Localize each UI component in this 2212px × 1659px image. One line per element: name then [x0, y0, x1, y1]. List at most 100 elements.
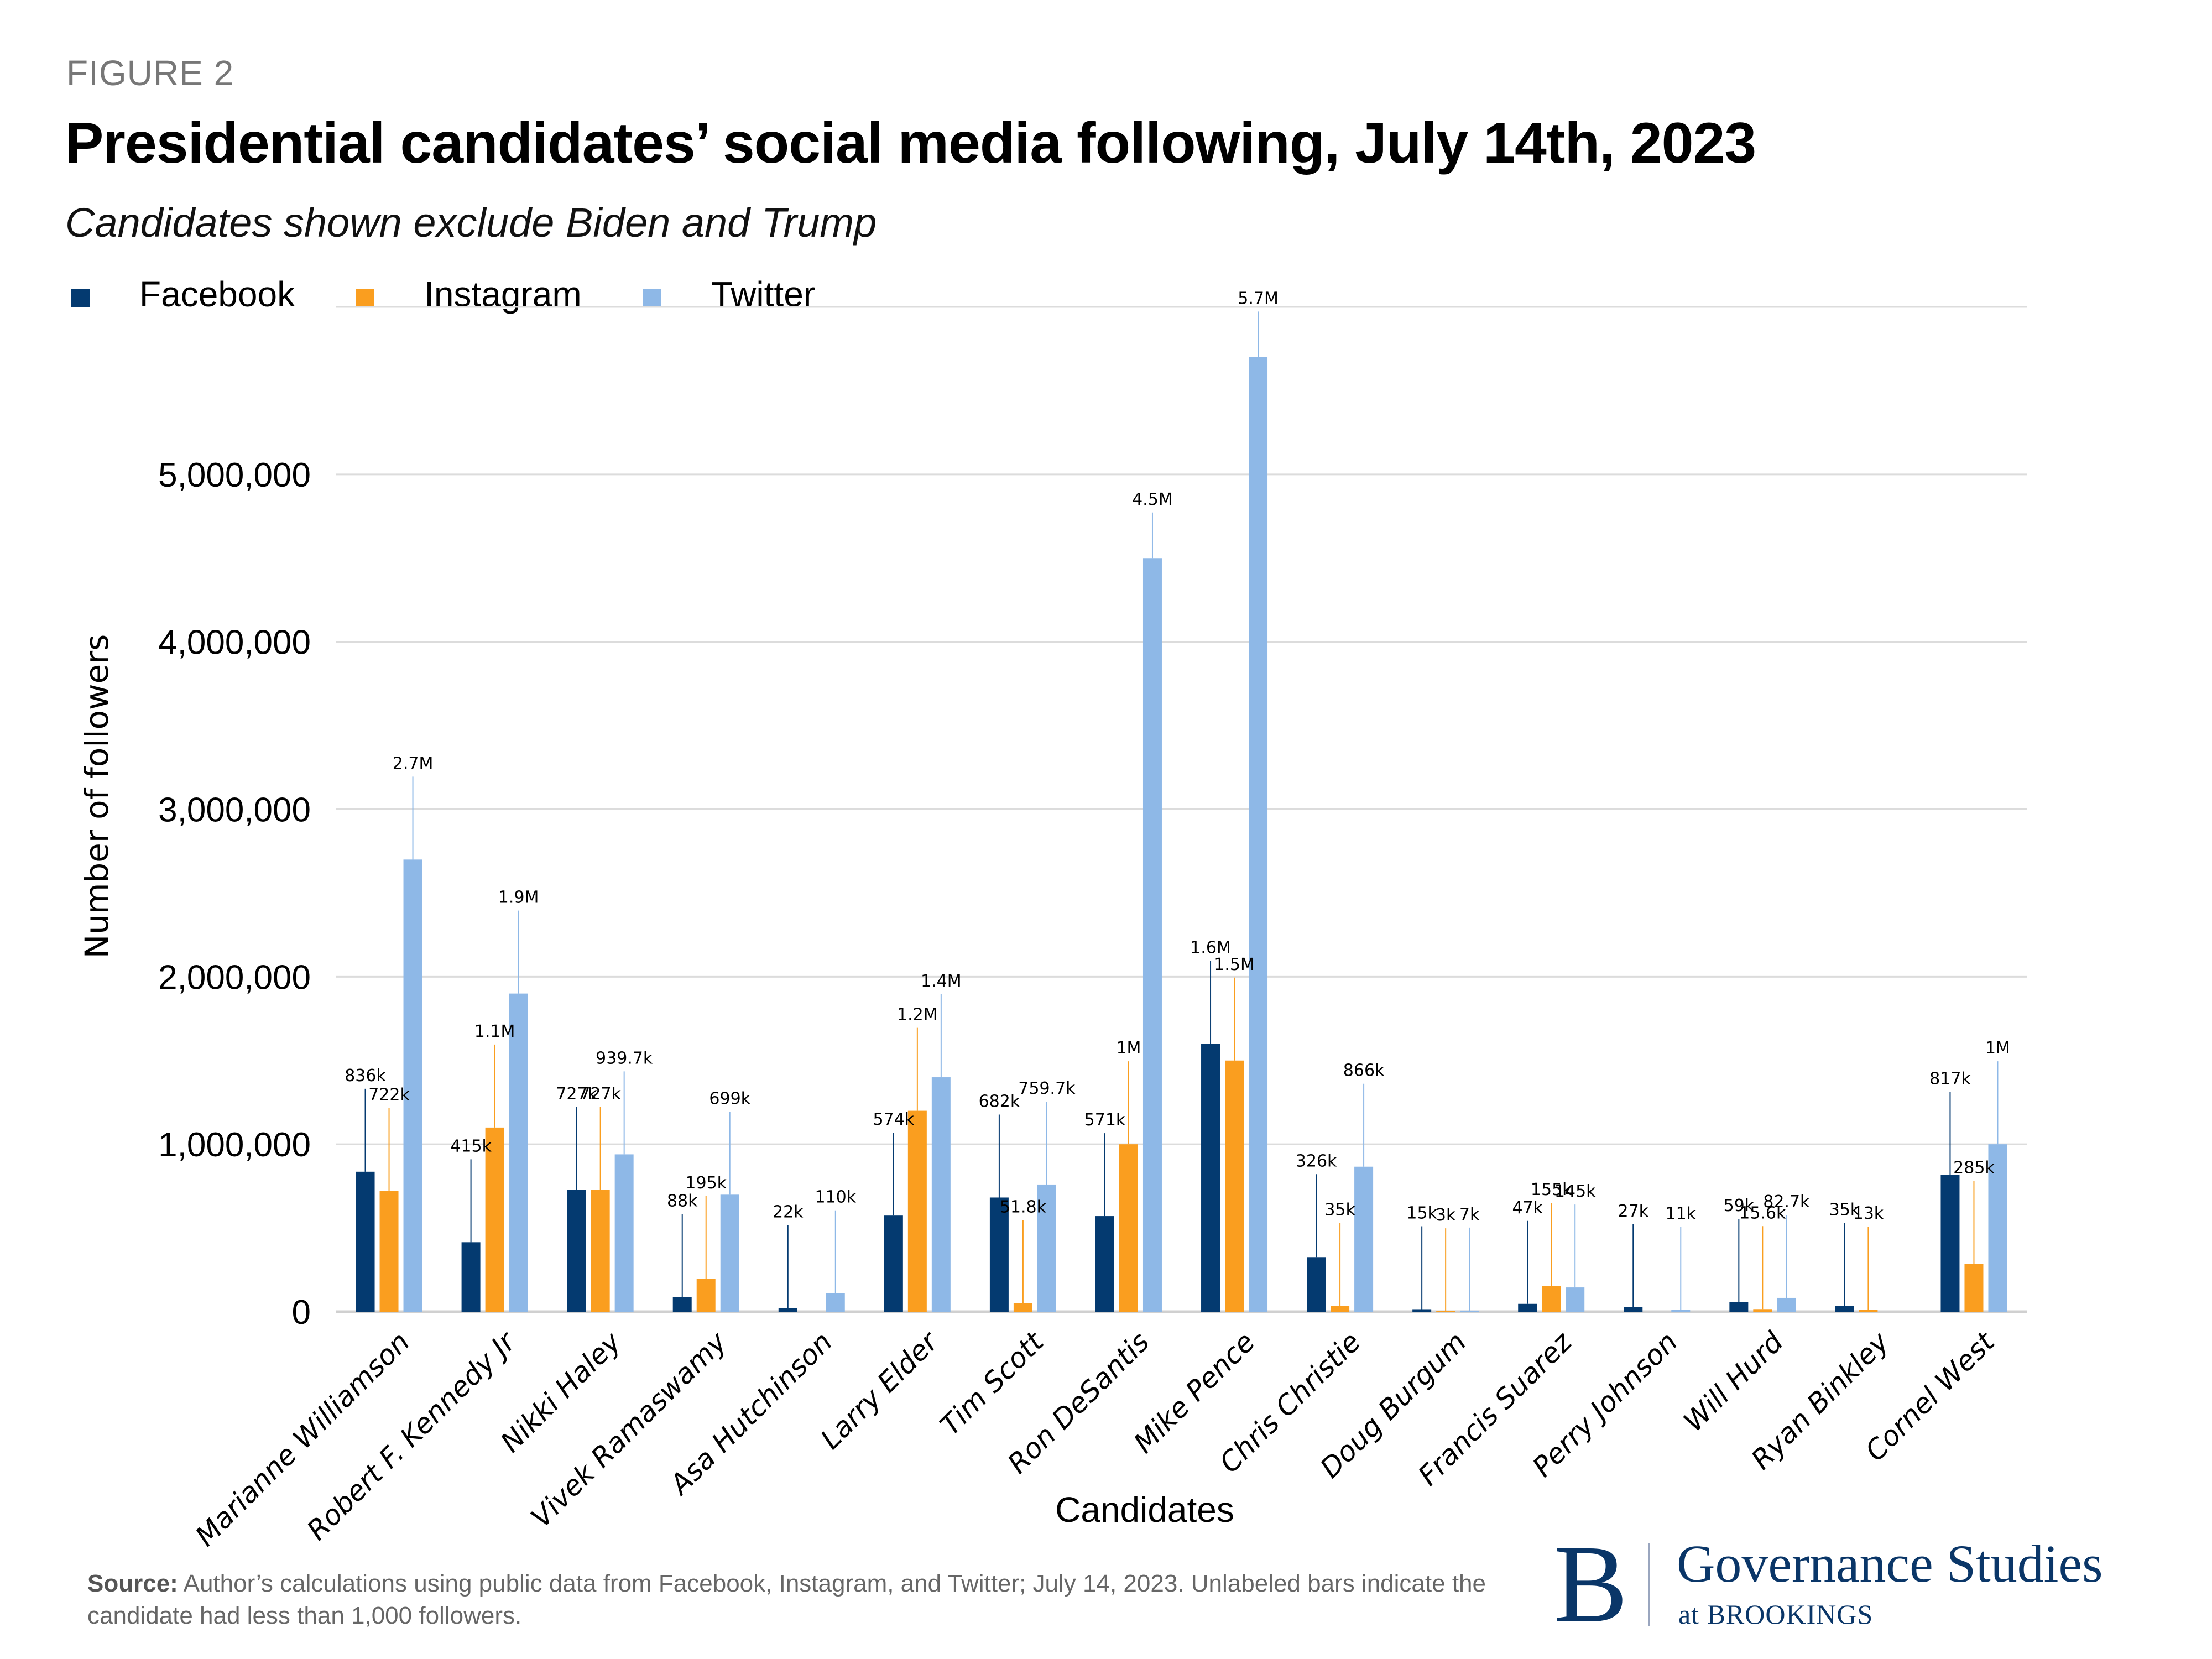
bar-instagram: [1013, 1303, 1032, 1312]
data-label: 2.7M: [393, 754, 434, 773]
y-tick-label: 5,000,000: [158, 456, 311, 494]
data-label: 759.7k: [1018, 1079, 1076, 1098]
y-axis-title: Number of followers: [78, 634, 116, 959]
legend: Facebook Instagram Twitter: [71, 274, 876, 315]
data-label: 571k: [1084, 1110, 1126, 1130]
data-label: 11k: [1666, 1204, 1697, 1224]
x-tick-label: Vivek Ramaswamy: [525, 1325, 733, 1533]
bar-instagram: [907, 1110, 927, 1312]
bar-instagram: [1225, 1060, 1244, 1312]
bar-twitter: [1777, 1297, 1796, 1312]
data-label: 47k: [1512, 1198, 1543, 1218]
data-label: 415k: [450, 1136, 492, 1156]
bar-facebook: [778, 1308, 797, 1312]
bars: [356, 357, 2007, 1312]
x-tick-label: Tim Scott: [934, 1325, 1051, 1442]
logo-divider: [1648, 1543, 1650, 1626]
brookings-logo: B Governance Studies at BROOKINGS: [1554, 1529, 2162, 1642]
data-label: 1.5M: [1214, 955, 1255, 974]
bar-facebook: [1940, 1175, 1960, 1312]
bar-twitter: [826, 1293, 845, 1312]
figure-label: FIGURE 2: [66, 53, 234, 93]
data-label: 1M: [1116, 1039, 1141, 1058]
bar-facebook: [884, 1215, 903, 1312]
data-label: 682k: [979, 1092, 1020, 1111]
source-label: Source:: [87, 1570, 178, 1597]
bar-instagram: [696, 1279, 716, 1312]
bar-twitter: [1037, 1184, 1056, 1312]
bar-twitter: [614, 1154, 634, 1312]
data-label: 939.7k: [596, 1048, 653, 1068]
data-label: 15k: [1406, 1203, 1437, 1223]
x-tick-label: Robert F. Kennedy Jr: [301, 1324, 523, 1547]
x-tick-label: Will Hurd: [1677, 1326, 1790, 1438]
bar-instagram: [1753, 1309, 1772, 1312]
bar-twitter: [1988, 1144, 2007, 1312]
data-label: 1.4M: [921, 972, 962, 991]
data-label: 836k: [345, 1066, 386, 1086]
bar-facebook: [461, 1242, 481, 1312]
chart-title: Presidential candidates’ social media fo…: [65, 111, 1756, 175]
bar-instagram: [1859, 1310, 1878, 1312]
y-tick-label: 4,000,000: [158, 624, 311, 662]
bar-twitter: [1354, 1166, 1374, 1312]
data-label: 727k: [556, 1084, 597, 1104]
data-label: 326k: [1296, 1151, 1337, 1171]
bar-facebook: [567, 1190, 586, 1312]
data-label: 574k: [873, 1110, 915, 1129]
data-label: 27k: [1618, 1202, 1649, 1221]
x-tick-label: Marianne Williamson: [189, 1326, 416, 1552]
legend-item-facebook: Facebook: [71, 274, 295, 315]
bar-twitter: [720, 1194, 739, 1312]
y-tick-label: 2,000,000: [158, 958, 311, 997]
bar-facebook: [1624, 1307, 1643, 1312]
bar-facebook: [1518, 1303, 1537, 1312]
data-label: 22k: [773, 1202, 804, 1222]
bar-instagram: [379, 1191, 399, 1312]
data-label: 285k: [1953, 1159, 1995, 1178]
legend-swatch-instagram: [356, 289, 375, 307]
data-label: 5.7M: [1238, 289, 1279, 308]
bar-instagram: [591, 1190, 610, 1312]
logo-sub-text: at BROOKINGS: [1678, 1599, 1874, 1630]
bar-twitter: [1142, 558, 1162, 1312]
bar-facebook: [1835, 1306, 1854, 1312]
bar-twitter: [403, 859, 422, 1312]
y-tick-label: 3,000,000: [158, 791, 311, 830]
bar-facebook: [1307, 1257, 1326, 1312]
data-label: 59k: [1724, 1196, 1755, 1215]
data-label: 4.5M: [1132, 490, 1173, 509]
y-tick-label: 1,000,000: [158, 1126, 311, 1164]
bar-facebook: [989, 1197, 1009, 1312]
legend-label-facebook: Facebook: [139, 274, 295, 314]
bar-facebook: [1412, 1309, 1432, 1312]
data-label: 51.8k: [1000, 1197, 1047, 1217]
data-label: 1.9M: [498, 888, 539, 907]
data-label: 1.2M: [897, 1005, 938, 1025]
bar-twitter: [509, 993, 528, 1312]
data-label: 727k: [580, 1084, 621, 1104]
bar-instagram: [1119, 1144, 1138, 1312]
data-label: 1.6M: [1190, 938, 1231, 957]
data-label: 145k: [1554, 1182, 1596, 1201]
data-label: 110k: [815, 1188, 856, 1207]
data-label: 866k: [1343, 1061, 1385, 1081]
data-label: 3k: [1436, 1206, 1456, 1225]
data-label: 699k: [709, 1089, 750, 1108]
data-label: 35k: [1829, 1200, 1860, 1219]
data-label: 195k: [685, 1173, 727, 1193]
data-label: 1M: [1985, 1039, 2010, 1058]
gridlines: [336, 306, 2027, 1313]
data-label: 88k: [667, 1191, 698, 1211]
bar-facebook: [1201, 1044, 1220, 1312]
source-note: Source: Author’s calculations using publ…: [87, 1568, 1503, 1632]
y-axis-ticks: 0 1,000,000 2,000,000 3,000,000 4,000,000 5,0…: [158, 456, 311, 1332]
bar-instagram: [1542, 1286, 1561, 1312]
bar-twitter: [1671, 1310, 1691, 1312]
bar-facebook: [1095, 1216, 1114, 1312]
data-label: 817k: [1929, 1070, 1971, 1089]
legend-swatch-twitter: [642, 289, 661, 307]
logo-main-text: Governance Studies: [1677, 1534, 2103, 1593]
